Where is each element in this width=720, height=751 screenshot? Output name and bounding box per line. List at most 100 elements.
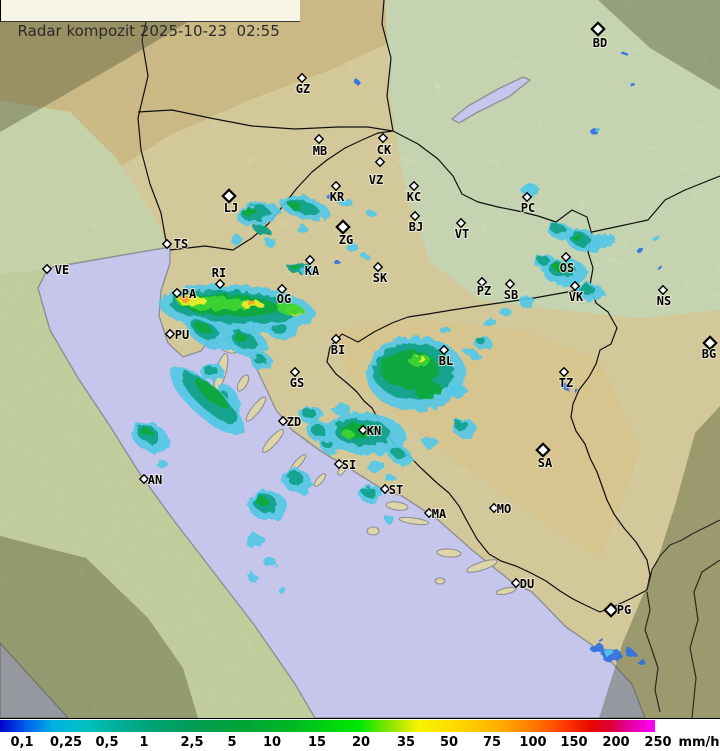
station-diamond-icon xyxy=(488,502,500,514)
scale-tick: 250 xyxy=(644,735,672,750)
station-diamond-icon xyxy=(590,21,606,37)
out-of-coverage-zone xyxy=(598,0,720,90)
island xyxy=(245,396,267,422)
station-label: PA xyxy=(182,287,197,301)
precipitation-echo xyxy=(362,487,376,497)
island xyxy=(495,586,517,596)
station-label: KC xyxy=(407,190,421,204)
island xyxy=(236,374,250,392)
station-OS: OS xyxy=(559,251,575,276)
precipitation-echo xyxy=(631,83,635,87)
precipitation-echo xyxy=(342,430,354,438)
border-line xyxy=(137,21,168,248)
station-SA: SA xyxy=(535,442,554,471)
station-label: VT xyxy=(455,227,469,241)
station-MB: MB xyxy=(312,133,328,159)
station-ST: ST xyxy=(379,482,404,498)
scale-tick: 5 xyxy=(227,735,237,750)
scale-labels: 0,1 0,25 0,5 1 2,5 5 10 15 20 35 50 75 100 150 200 250 m… xyxy=(0,732,720,751)
station-diamond-icon xyxy=(657,284,669,296)
precipitation-echo xyxy=(243,208,257,216)
station-diamond-icon xyxy=(377,132,389,144)
precipitation-echo xyxy=(278,587,286,593)
station-label: GZ xyxy=(296,82,310,96)
precipitation-echo xyxy=(550,223,566,235)
scale-tick: 75 xyxy=(482,735,502,750)
country-borders xyxy=(137,0,720,718)
station-diamond-icon xyxy=(330,180,342,192)
station-TZ: TZ xyxy=(558,366,574,391)
precipitation-echo xyxy=(272,324,288,334)
precipitation-echo xyxy=(482,317,496,327)
precipitation-echo xyxy=(181,297,191,303)
station-KA: KA xyxy=(304,254,321,279)
out-of-coverage-zone xyxy=(0,22,188,132)
precipitation-echo xyxy=(276,302,304,316)
station-diamond-icon xyxy=(276,283,288,295)
station-diamond-icon xyxy=(161,238,173,250)
precipitation-echo xyxy=(591,233,615,249)
scale-tick: 0,25 xyxy=(49,735,83,750)
island xyxy=(313,473,327,487)
station-diamond-icon xyxy=(374,156,386,168)
precipitation-echo xyxy=(470,353,482,361)
station-label: PC xyxy=(521,201,535,215)
station-diamond-icon xyxy=(521,191,533,203)
station-label: DU xyxy=(520,577,534,591)
station-GZ: GZ xyxy=(295,72,311,97)
precipitation-echo xyxy=(235,334,247,342)
station-label: ZG xyxy=(339,233,353,247)
station-label: LJ xyxy=(224,201,238,215)
station-label: KN xyxy=(367,424,381,438)
station-diamond-icon xyxy=(330,333,342,345)
station-label: ST xyxy=(389,483,403,497)
precipitation-echo xyxy=(636,247,644,253)
precipitation-echo xyxy=(362,254,370,260)
precipitation-echo xyxy=(367,460,385,472)
precipitation-echo xyxy=(384,474,396,482)
precipitation-echo xyxy=(598,638,604,642)
station-diamond-icon xyxy=(423,507,435,519)
station-diamond-icon xyxy=(138,473,150,485)
station-MA: MA xyxy=(423,506,448,522)
legend-area: 0,1 0,25 0,5 1 2,5 5 10 15 20 35 50 75 100 150 200 250 m… xyxy=(0,718,720,751)
precipitation-echo xyxy=(519,296,535,308)
precipitation-echo xyxy=(440,326,450,334)
station-diamond-icon xyxy=(304,254,316,266)
radar-coverage-dark-zones xyxy=(0,0,720,718)
scale-tick: 2,5 xyxy=(180,735,204,750)
scale-tick: 15 xyxy=(307,735,327,750)
station-BI: BI xyxy=(330,333,346,358)
station-diamond-icon xyxy=(535,442,551,458)
scale-tick: 150 xyxy=(560,735,588,750)
station-ZG: ZG xyxy=(335,219,354,248)
station-CK: CK xyxy=(376,132,393,158)
scale-tick: 10 xyxy=(262,735,282,750)
scale-tick: 50 xyxy=(439,735,459,750)
station-label: SI xyxy=(342,458,356,472)
sea-polygon xyxy=(0,642,69,718)
title-text: Radar kompozit 2025-10-23 02:55 xyxy=(17,22,280,40)
precipitation-echo xyxy=(196,379,228,409)
precipitation-echo xyxy=(291,264,301,270)
precipitation-echo xyxy=(622,52,628,56)
station-diamond-icon xyxy=(379,483,391,495)
scale-tick: 0,1 xyxy=(10,735,34,750)
precipitation-echo xyxy=(346,243,358,251)
station-markers: VE TS LJ ZG KR MB CK VZ KC BJ VT PC GZ BD RI KA SK OS VK NS… xyxy=(41,21,718,618)
station-diamond-icon xyxy=(455,217,467,229)
precipitation-echo xyxy=(575,390,579,394)
intensity-colorbar xyxy=(0,720,655,732)
station-SB: SB xyxy=(503,278,519,303)
station-label: RI xyxy=(212,266,226,280)
station-diamond-icon xyxy=(504,278,516,290)
precipitation-echo xyxy=(499,308,511,316)
station-diamond-icon xyxy=(438,344,450,356)
station-label: BJ xyxy=(409,220,423,234)
station-RI: RI xyxy=(211,265,227,290)
precipitation-echo xyxy=(537,256,549,264)
scale-tick: 200 xyxy=(602,735,630,750)
out-of-coverage-zone xyxy=(599,406,720,718)
station-BL: BL xyxy=(438,344,454,369)
station-label: AN xyxy=(148,473,162,487)
